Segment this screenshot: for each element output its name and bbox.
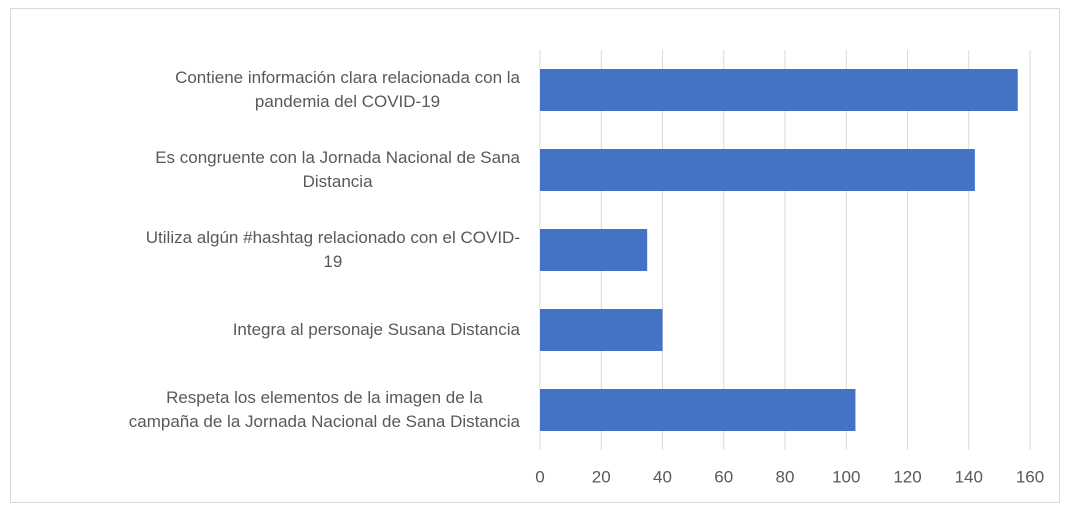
x-tick-label: 160 [1016, 467, 1044, 486]
bar [540, 69, 1018, 111]
y-tick-label: Respeta los elementos de la imagen de la… [128, 388, 520, 431]
chart-frame [10, 8, 1060, 503]
x-tick-label: 40 [653, 467, 672, 486]
y-tick-label: Es congruente con la Jornada Nacional de… [155, 148, 520, 191]
bar [540, 389, 856, 431]
x-tick-label: 120 [893, 467, 921, 486]
category-label-box: Utiliza algún #hashtag relacionado con e… [0, 226, 520, 274]
y-tick-label: Contiene información clara relacionada c… [175, 68, 520, 111]
x-tick-label: 0 [535, 467, 544, 486]
bar [540, 149, 975, 191]
y-tick-label: Integra al personaje Susana Distancia [232, 320, 520, 339]
bar [540, 229, 648, 271]
category-label-box: Respeta los elementos de la imagen de la… [0, 386, 520, 434]
x-tick-label: 140 [955, 467, 983, 486]
bar [540, 309, 663, 351]
x-tick-label: 100 [832, 467, 860, 486]
category-label-box: Es congruente con la Jornada Nacional de… [0, 146, 520, 194]
category-label-box: Integra al personaje Susana Distancia [0, 318, 520, 342]
x-tick-label: 20 [592, 467, 611, 486]
category-label-box: Contiene información clara relacionada c… [0, 66, 520, 114]
y-tick-label: Utiliza algún #hashtag relacionado con e… [145, 228, 520, 271]
x-tick-label: 80 [776, 467, 795, 486]
x-tick-label: 60 [714, 467, 733, 486]
